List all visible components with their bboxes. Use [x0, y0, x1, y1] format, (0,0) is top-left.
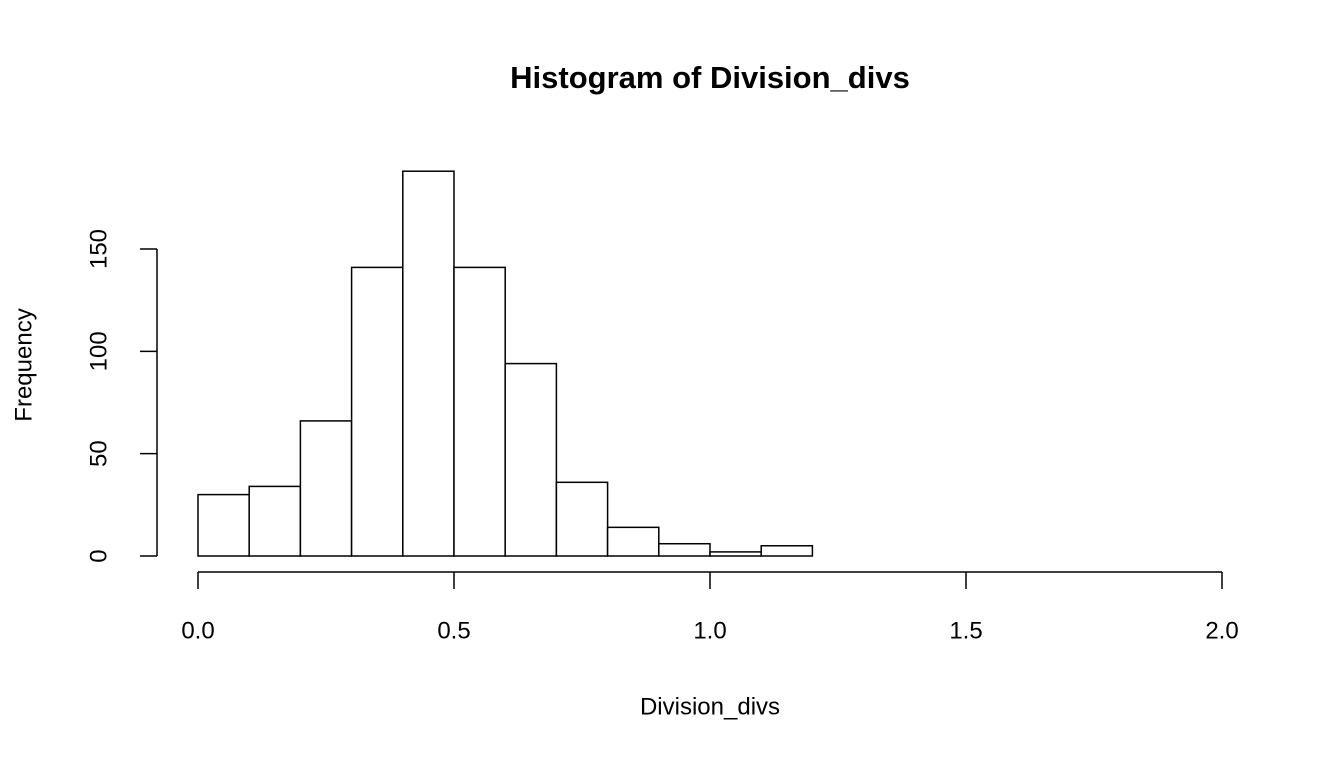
bar — [760, 545, 814, 557]
x-tick-label: 0.5 — [437, 617, 470, 644]
x-tick-label: 1.5 — [949, 617, 982, 644]
bar — [453, 266, 506, 557]
x-tick-label: 2.0 — [1205, 617, 1238, 644]
x-tick-label: 0.0 — [181, 617, 214, 644]
bar — [248, 485, 302, 557]
x-axis-label: Division_divs — [640, 693, 780, 720]
bar — [197, 493, 250, 557]
y-tick-label: 100 — [85, 331, 112, 371]
bar — [504, 362, 558, 557]
bar — [658, 542, 711, 557]
bar — [299, 420, 353, 557]
y-tick-label: 150 — [85, 229, 112, 269]
bar — [555, 481, 609, 557]
bar — [709, 551, 762, 557]
bar — [402, 170, 455, 557]
y-tick-label: 50 — [85, 440, 112, 467]
bar — [606, 526, 660, 557]
x-tick-label: 1.0 — [693, 617, 726, 644]
y-tick-label: 0 — [85, 549, 112, 562]
chart-title: Histogram of Division_divs — [510, 60, 910, 95]
y-axis-label: Frequency — [10, 308, 37, 421]
bar — [350, 266, 404, 557]
